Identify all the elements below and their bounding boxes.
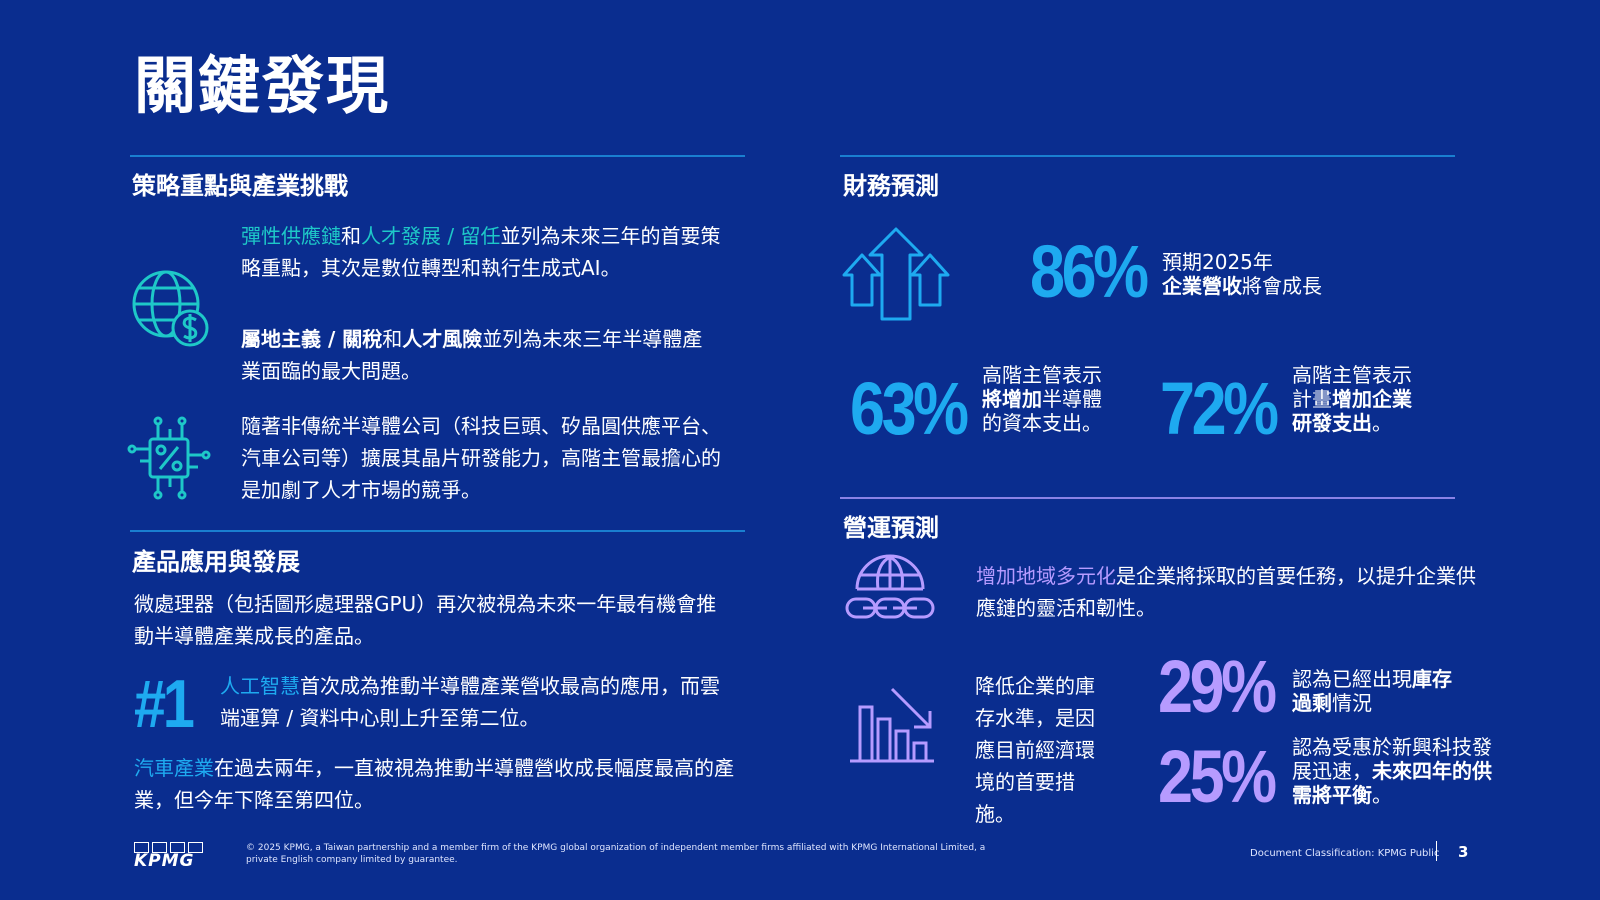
strategy-point-1: 彈性供應鏈和人才發展 / 留任並列為未來三年的首要策略重點，其次是數位轉型和執行…	[241, 224, 721, 280]
logo-text: KPMG	[134, 851, 195, 871]
page-title: 關鍵發現	[134, 49, 391, 122]
strategy-heading: 策略重點與產業挑戰	[132, 172, 348, 200]
footer-divider	[1436, 841, 1437, 861]
product-point-2: 人工智慧首次成為推動半導體產業營收最高的應用，而雲端運算 / 資料中心則上升至第…	[220, 674, 720, 730]
strategy-point-3: 隨著非傳統半導體公司（科技巨頭、矽晶圓供應平台、汽車公司等）擴展其晶片研發能力，…	[241, 414, 721, 502]
globe-chain-icon	[845, 554, 935, 619]
finance-stat-2-value: 63%	[850, 367, 969, 450]
operations-point-1: 增加地域多元化是企業將採取的首要任務，以提升企業供應鏈的靈活和韌性。	[976, 564, 1476, 620]
globe-dollar-icon	[132, 270, 209, 347]
logo-boxes	[134, 842, 203, 853]
finance-stat-2-desc: 高階主管表示 將增加半導體 的資本支出。	[982, 363, 1102, 435]
kpmg-logo: KPMG	[134, 842, 203, 871]
inventory-point: 降低企業的庫存水準，是因應目前經濟環境的首要措施。	[975, 674, 1095, 826]
product-point-1: 微處理器（包括圖形處理器GPU）再次被視為未來一年最有機會推動半導體產業成長的產…	[134, 592, 717, 648]
product-heading: 產品應用與發展	[132, 548, 300, 576]
section-divider	[130, 155, 745, 157]
declining-chart-icon	[850, 687, 934, 763]
finance-stat-1-desc: 預期2025年 企業營收將會成長	[1162, 250, 1322, 298]
operations-stat-2-value: 25%	[1158, 735, 1277, 818]
section-divider	[840, 155, 1455, 157]
section-divider	[130, 530, 745, 532]
operations-stat-2-desc: 認為受惠於新興科技發展迅速，未來四年的供需將平衡。	[1292, 735, 1492, 807]
chip-percent-icon	[127, 416, 211, 500]
operations-stat-1-value: 29%	[1158, 645, 1277, 728]
strategy-point-2: 屬地主義 / 關稅和人才風險並列為未來三年半導體產業面臨的最大問題。	[241, 327, 703, 383]
operations-heading: 營運預測	[843, 514, 939, 542]
finance-stat-1-value: 86%	[1030, 230, 1149, 313]
finance-stat-3-value: 72%	[1160, 367, 1279, 450]
rank-number: #1	[134, 666, 195, 742]
finance-heading: 財務預測	[843, 172, 939, 200]
page-number: 3	[1458, 843, 1469, 861]
product-point-3: 汽車產業在過去兩年，一直被視為推動半導體營收成長幅度最高的產業，但今年下降至第四…	[134, 756, 734, 812]
operations-stat-1-desc: 認為已經出現庫存 過剩情況	[1292, 667, 1452, 715]
section-divider	[840, 497, 1455, 499]
document-classification: Document Classification: KPMG Public	[1250, 848, 1440, 859]
growth-arrows-icon	[842, 227, 950, 321]
finance-stat-3-desc: 高階主管表示 計畫增加企業 研發支出。	[1292, 363, 1412, 435]
copyright: © 2025 KPMG, a Taiwan partnership and a …	[246, 843, 986, 865]
